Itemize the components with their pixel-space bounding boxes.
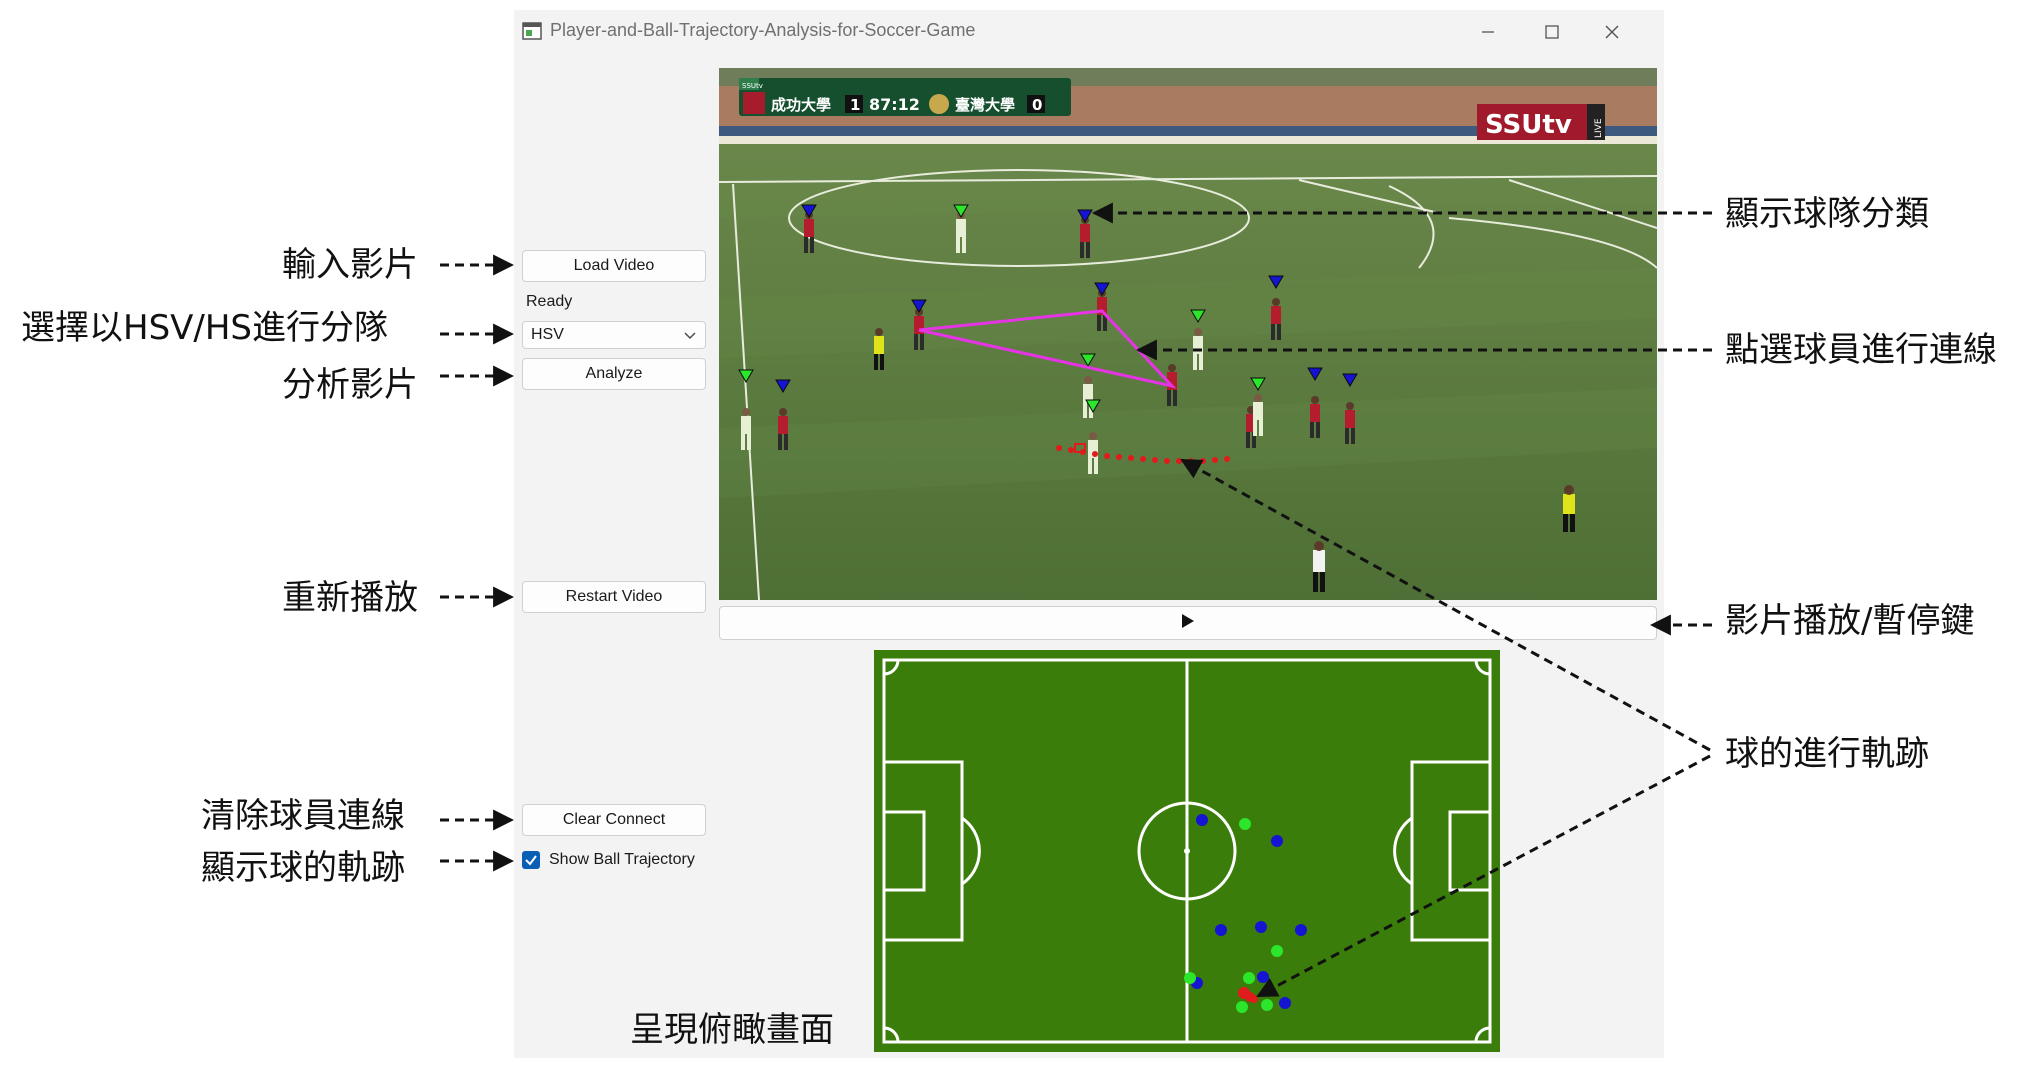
- video-display[interactable]: SSUtv 成功大學 1 87:12 臺灣大學 0 SSUtv LIVE: [718, 68, 1658, 601]
- annotation-show-trajectory: 顯示球的軌跡: [201, 848, 405, 888]
- restart-video-button[interactable]: Restart Video: [522, 581, 706, 613]
- annotation-ball-trajectory: 球的進行軌跡: [1725, 734, 1929, 774]
- away-score: 0: [1032, 96, 1042, 114]
- play-pause-button[interactable]: [719, 606, 1657, 640]
- app-icon: [522, 21, 542, 45]
- annotation-restart: 重新播放: [282, 578, 418, 618]
- annotation-play-pause: 影片播放/暫停鍵: [1725, 601, 1975, 641]
- team-classification-markers: [738, 204, 1358, 413]
- annotation-team-classification: 顯示球隊分類: [1725, 194, 1929, 234]
- checkbox-checked-icon[interactable]: [522, 851, 540, 869]
- annotation-top-view: 呈現俯瞰畫面: [630, 1010, 834, 1050]
- close-button[interactable]: [1590, 16, 1634, 48]
- home-score: 1: [850, 96, 860, 114]
- annotation-player-connect: 點選球員進行連線: [1725, 330, 1997, 370]
- away-team-name: 臺灣大學: [955, 96, 1015, 114]
- match-clock: 87:12: [869, 95, 920, 114]
- ssutv-logo-text: SSUtv: [1485, 110, 1572, 140]
- ssutv-logo: [1477, 104, 1587, 140]
- maximize-button[interactable]: [1530, 16, 1574, 48]
- annotation-select-mode: 選擇以HSV/HS進行分隊: [21, 308, 389, 348]
- chevron-down-icon: [683, 328, 697, 347]
- top-view-pitch: [874, 650, 1510, 1058]
- play-icon: [1181, 613, 1195, 633]
- live-badge: LIVE: [1594, 118, 1604, 138]
- mode-select-value: HSV: [531, 326, 564, 343]
- mode-select[interactable]: HSV: [522, 321, 706, 349]
- players-red-team: [778, 211, 1355, 450]
- scoreboard: SSUtv 成功大學 1 87:12 臺灣大學 0: [739, 78, 1071, 116]
- annotation-load-video: 輸入影片: [282, 245, 418, 285]
- scoreboard-channel: SSUtv: [742, 82, 763, 90]
- analyze-button[interactable]: Analyze: [522, 358, 706, 390]
- show-ball-trajectory-label: Show Ball Trajectory: [549, 851, 695, 868]
- top-view-ball-trail: [1238, 987, 1258, 1003]
- annotation-clear-connect: 清除球員連線: [201, 796, 405, 836]
- load-video-button[interactable]: Load Video: [522, 250, 706, 282]
- title-bar: Player-and-Ball-Trajectory-Analysis-for-…: [514, 10, 1664, 54]
- status-label: Ready: [526, 293, 573, 310]
- home-team-name: 成功大學: [771, 96, 831, 114]
- window-title: Player-and-Ball-Trajectory-Analysis-for-…: [550, 20, 976, 40]
- annotation-analyze: 分析影片: [282, 365, 418, 405]
- minimize-button[interactable]: [1466, 16, 1510, 48]
- clear-connect-button[interactable]: Clear Connect: [522, 804, 706, 836]
- show-ball-trajectory-checkbox[interactable]: Show Ball Trajectory: [522, 848, 695, 872]
- players-white-team: [741, 211, 1263, 474]
